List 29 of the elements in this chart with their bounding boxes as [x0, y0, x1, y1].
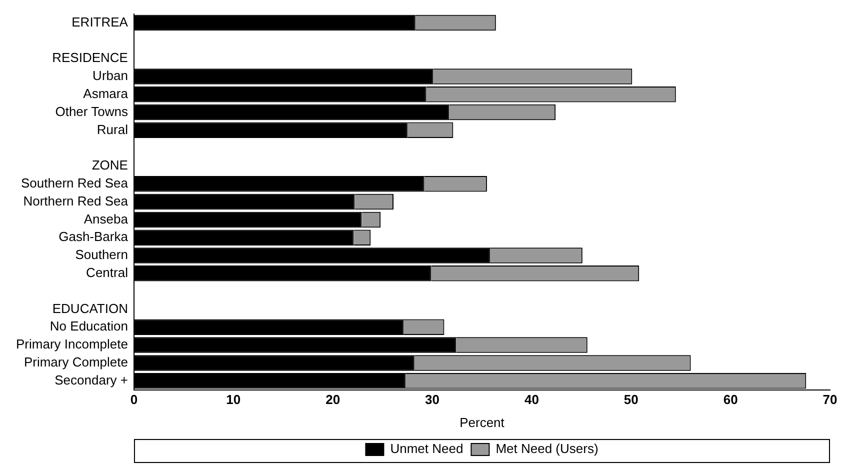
x-tick-label: 30 — [425, 392, 440, 408]
y-tick-label: Other Towns — [55, 104, 128, 119]
y-tick-label: Primary Complete — [24, 354, 128, 370]
y-tick-label: Central — [86, 264, 128, 280]
x-tick-label: 0 — [130, 392, 138, 408]
y-tick-label: ERITREA — [72, 14, 128, 30]
legend-label: Met Need (Users) — [496, 441, 598, 456]
y-tick-label: ZONE — [92, 158, 128, 173]
x-axis-title: Percent — [460, 414, 505, 430]
x-tick-label: 40 — [524, 392, 539, 408]
x-tick-label: 50 — [624, 392, 638, 408]
legend-label: Unmet Need — [390, 441, 464, 456]
y-tick-label: Northern Red Sea — [23, 193, 129, 208]
y-tick-label: Rural — [96, 122, 128, 137]
y-tick-label: Primary Incomplete — [16, 336, 128, 352]
y-tick-label: Secondary + — [54, 372, 128, 388]
y-tick-label: No Education — [50, 318, 128, 334]
y-tick-label: Gash-Barka — [58, 229, 129, 244]
y-tick-label: Anseba — [84, 211, 129, 226]
y-tick-label: Southern — [75, 247, 128, 262]
y-tick-label: RESIDENCE — [52, 50, 128, 66]
x-tick-label: 20 — [326, 392, 340, 408]
y-tick-label: Asmara — [83, 86, 129, 101]
x-tick-label: 10 — [226, 392, 241, 408]
y-tick-label: Urban — [92, 68, 128, 84]
x-tick-label: 70 — [822, 392, 838, 408]
x-tick-label: 60 — [723, 392, 738, 408]
y-tick-label: EDUCATION — [52, 300, 128, 316]
y-tick-label: Southern Red Sea — [21, 175, 129, 190]
